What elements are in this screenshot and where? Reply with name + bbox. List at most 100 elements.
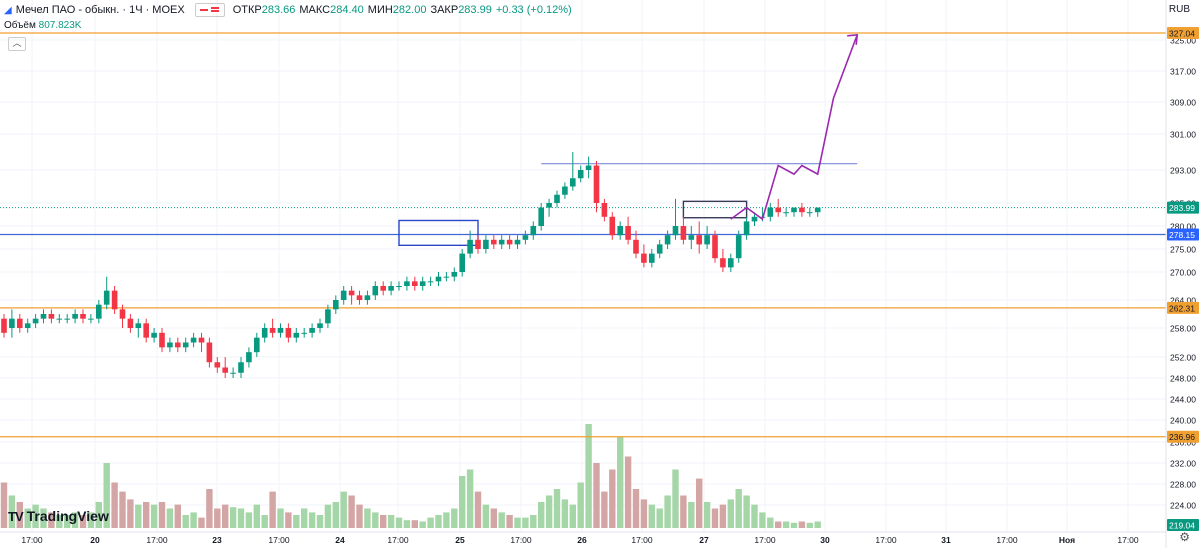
time-tick-label: 17:00 xyxy=(510,535,532,545)
volume-bar xyxy=(538,502,545,528)
volume-bar xyxy=(474,491,482,528)
volume-bar xyxy=(245,512,253,528)
volume-bar xyxy=(790,522,798,528)
volume-bar xyxy=(569,504,576,528)
volume-bar xyxy=(719,504,727,528)
symbol-title[interactable]: Мечел ПАО - обыкн. · 1Ч · MOEX xyxy=(15,4,185,16)
volume-bar xyxy=(459,476,466,528)
volume-bar xyxy=(285,512,292,528)
candle-body xyxy=(419,281,426,286)
volume-bar xyxy=(688,502,695,528)
volume-bar xyxy=(553,489,561,528)
candle-body xyxy=(459,253,465,272)
compare-icon[interactable] xyxy=(194,3,225,17)
volume-bar xyxy=(324,504,332,528)
candle-body xyxy=(277,328,284,333)
volume-bar xyxy=(490,508,497,528)
volume-bar xyxy=(561,499,569,528)
volume-bar xyxy=(40,508,47,528)
close-value: 283.99 xyxy=(458,4,492,16)
volume-bar xyxy=(585,424,592,528)
volume-bar xyxy=(767,517,774,528)
high-value: 284.40 xyxy=(330,4,364,16)
candle-body xyxy=(372,286,379,296)
candle-body xyxy=(127,318,134,328)
time-tick-label: 24 xyxy=(335,535,345,545)
time-tick-label: 17:00 xyxy=(875,535,897,545)
candle-body xyxy=(135,323,142,328)
volume-bar xyxy=(182,515,189,528)
volume-bar xyxy=(64,515,71,528)
logo-text: TradingView xyxy=(26,508,109,524)
price-tick-label: 293.00 xyxy=(1170,166,1196,176)
volume-bar xyxy=(387,515,395,528)
price-tick-label: 224.00 xyxy=(1170,501,1196,511)
candle-body xyxy=(530,226,537,236)
price-label: 219.04 xyxy=(1169,521,1195,531)
volume-bar xyxy=(119,491,126,528)
candle-body xyxy=(230,372,236,374)
price-tick-label: 258.00 xyxy=(1170,324,1196,334)
volume-bar xyxy=(782,521,790,528)
price-tick-label: 264.00 xyxy=(1170,296,1196,306)
candle-body xyxy=(96,304,102,319)
candle-body xyxy=(680,226,687,240)
candle-body xyxy=(435,276,442,282)
volume-bar xyxy=(127,499,134,528)
volume-bar xyxy=(411,520,418,528)
time-tick-label: 17:00 xyxy=(146,535,168,545)
candle-body xyxy=(641,253,647,263)
volume-bar xyxy=(143,502,150,528)
candle-body xyxy=(649,253,655,263)
candle-body xyxy=(9,318,15,328)
candle-body xyxy=(325,309,331,324)
volume-bar xyxy=(301,508,308,528)
candle-body xyxy=(799,207,805,213)
candle-body xyxy=(633,239,639,254)
volume-bar xyxy=(340,491,347,528)
candle-body xyxy=(285,328,292,338)
candle-body xyxy=(301,332,307,334)
candle-body xyxy=(1,318,7,333)
candle-body xyxy=(412,281,418,286)
gear-icon[interactable]: ⚙ xyxy=(1179,530,1190,544)
volume-bar xyxy=(577,482,584,528)
volume-bar xyxy=(356,504,363,528)
price-label: 283.99 xyxy=(1169,203,1195,213)
time-tick-label: 27 xyxy=(699,535,709,545)
candle-body xyxy=(143,323,149,338)
candle-body xyxy=(617,226,623,236)
volume-bar xyxy=(798,521,806,528)
volume-legend: Объём 807.823K xyxy=(4,20,81,31)
price-tick-label: 325.00 xyxy=(1170,36,1196,46)
candle-body xyxy=(720,258,726,268)
time-tick-label: 17:00 xyxy=(1117,535,1139,545)
chart-symbol-icon: ◢ xyxy=(4,4,12,16)
price-label-bg xyxy=(1167,430,1199,443)
candle-body xyxy=(475,239,481,249)
volume-label: Объём xyxy=(4,20,36,31)
volume-bar xyxy=(158,502,166,528)
candle-body xyxy=(32,318,39,324)
candle-body xyxy=(814,207,821,213)
time-tick-label: 20 xyxy=(90,535,100,545)
candle-body xyxy=(293,332,300,338)
candle-body xyxy=(356,295,363,300)
candle-body xyxy=(333,300,339,310)
candle-body xyxy=(40,314,47,319)
volume-bar xyxy=(237,508,245,528)
low-label: МИН xyxy=(367,4,393,16)
candle-body xyxy=(111,290,118,310)
candle-body xyxy=(190,337,197,343)
chevron-up-icon[interactable]: ︿ xyxy=(8,37,26,51)
volume-bar xyxy=(229,507,237,528)
candle-body xyxy=(514,239,521,245)
volume-bar xyxy=(435,515,442,528)
candle-body xyxy=(17,318,23,328)
candle-body xyxy=(64,318,70,320)
time-tick-label: 25 xyxy=(455,535,465,545)
candle-body xyxy=(269,328,276,333)
currency-label[interactable]: RUB xyxy=(1168,4,1190,15)
price-axis xyxy=(1166,0,1200,532)
